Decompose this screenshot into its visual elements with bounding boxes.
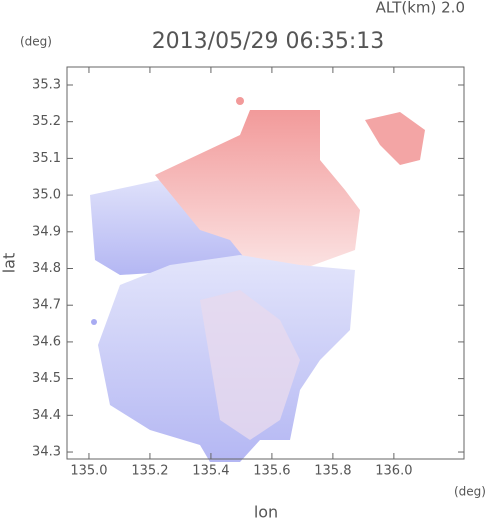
y-axis-label: lat bbox=[0, 253, 19, 274]
x-axis-label: lon bbox=[254, 503, 278, 521]
y-unit: (deg) bbox=[20, 35, 52, 49]
plot-frame bbox=[66, 66, 465, 460]
y-tick-label: 34.8 bbox=[32, 261, 61, 276]
x-tick-label: 135.6 bbox=[253, 464, 290, 479]
y-tick-label: 35.0 bbox=[32, 188, 61, 203]
y-tick-label: 35.3 bbox=[32, 77, 61, 92]
altitude-label: ALT(km) 2.0 bbox=[376, 0, 465, 17]
x-tick-label: 135.2 bbox=[131, 464, 168, 479]
y-tick-label: 35.2 bbox=[32, 114, 61, 129]
y-tick-label: 34.7 bbox=[32, 298, 61, 313]
y-tick-label: 34.9 bbox=[32, 224, 61, 239]
y-tick-label: 34.3 bbox=[32, 445, 61, 460]
x-tick-label: 135.4 bbox=[192, 464, 229, 479]
x-tick-label: 136.0 bbox=[375, 464, 412, 479]
x-tick-label: 135.0 bbox=[70, 464, 107, 479]
y-tick-label: 35.1 bbox=[32, 151, 61, 166]
x-tick-label: 135.8 bbox=[314, 464, 351, 479]
chart-title: 2013/05/29 06:35:13 bbox=[152, 29, 385, 54]
y-tick-label: 34.4 bbox=[32, 408, 61, 423]
x-unit: (deg) bbox=[454, 485, 486, 499]
velocity-field bbox=[90, 97, 425, 462]
y-tick-label: 34.6 bbox=[32, 334, 61, 349]
y-tick-label: 34.5 bbox=[32, 371, 61, 386]
